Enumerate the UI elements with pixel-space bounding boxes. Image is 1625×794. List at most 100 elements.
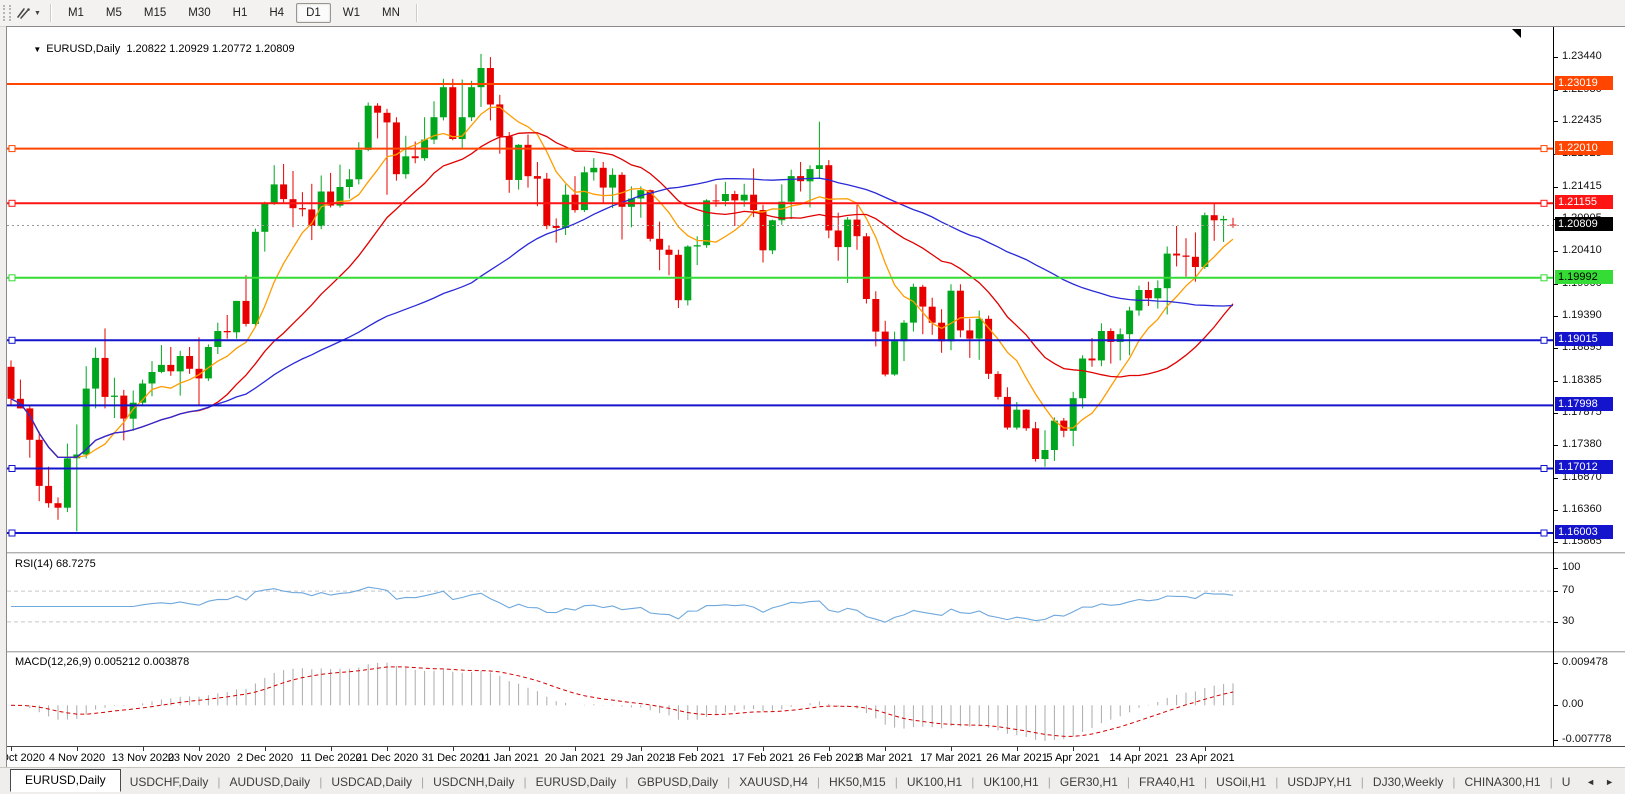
macd-scale[interactable]: 0.009478 0.00 -0.007778	[1554, 653, 1625, 746]
chart-tab-xauusd-h4[interactable]: XAUUSD,H4	[739, 774, 808, 789]
rsi-tick	[1554, 568, 1558, 569]
rsi-scale[interactable]: 100 70 30	[1554, 554, 1625, 651]
price-tick	[1554, 542, 1558, 543]
price-tick-label: 1.18385	[1562, 374, 1602, 386]
chart-ohlc-values: 1.20822 1.20929 1.20772 1.20809	[126, 43, 295, 55]
chart-tools-icon[interactable]	[15, 4, 33, 22]
date-tick-label: 11 Jan 2021	[479, 752, 539, 764]
timeframe-button-h4[interactable]: H4	[269, 7, 285, 19]
price-tick-label: 1.22435	[1562, 114, 1602, 126]
chart-tab-eurusd-daily[interactable]: EURUSD,Daily	[535, 774, 617, 789]
date-tick	[143, 747, 144, 751]
chart-tab-audusd-daily[interactable]: AUDUSD,Daily	[229, 774, 311, 789]
timeframe-toolbar: ▼ M1 M5 M15 M30 H1 H4 D1 W1 MN	[0, 0, 1625, 27]
toolbar-separator	[49, 4, 52, 22]
rsi-tick-label: 100	[1562, 561, 1581, 573]
date-tick	[885, 747, 886, 751]
tab-separator: |	[1204, 774, 1208, 789]
date-tick	[1205, 747, 1206, 751]
date-tick-label: 23 Nov 2020	[167, 752, 231, 764]
date-tick-label: 31 Dec 2020	[421, 752, 485, 764]
timeframe-button-m30[interactable]: M30	[188, 7, 211, 19]
date-tick-label: 8 Mar 2021	[857, 752, 913, 764]
macd-panel[interactable]	[7, 653, 1553, 746]
rsi-canvas[interactable]	[7, 554, 1553, 651]
date-tick	[575, 747, 576, 751]
date-tick	[1073, 747, 1074, 751]
timeframe-button-mn[interactable]: MN	[382, 7, 400, 19]
chart-window: ▼ EURUSD,Daily 1.20822 1.20929 1.20772 1.…	[6, 26, 1625, 768]
tab-separator: |	[816, 774, 821, 789]
date-tick	[509, 747, 510, 751]
price-tick-label: 1.20410	[1562, 244, 1602, 256]
tab-separator: |	[1275, 774, 1279, 789]
rsi-panel[interactable]	[7, 554, 1553, 651]
panel-splitter[interactable]	[7, 651, 1625, 653]
timeframe-button-m5[interactable]: M5	[105, 7, 122, 19]
price-tick	[1554, 121, 1558, 122]
timeframe-button-w1[interactable]: W1	[342, 7, 361, 19]
chart-tools-dropdown-caret[interactable]: ▼	[34, 9, 41, 17]
toolbar-grip[interactable]	[3, 5, 11, 21]
rsi-label: RSI(14) 68.7275	[15, 558, 96, 570]
chart-tab-usdcad-daily[interactable]: USDCAD,Daily	[331, 774, 412, 789]
main-chart-canvas[interactable]	[7, 27, 1553, 552]
price-tick-label: 1.17380	[1562, 438, 1602, 450]
main-chart-panel[interactable]	[7, 27, 1553, 552]
rsi-tick	[1554, 622, 1558, 623]
chart-tab-usdchf-daily[interactable]: USDCHF,Daily	[129, 774, 209, 789]
date-tick	[11, 747, 12, 751]
price-tick	[1554, 251, 1558, 252]
chart-tab-uk100-h1[interactable]: UK100,H1	[906, 774, 963, 789]
chart-tab-hk50-m15[interactable]: HK50,M15	[829, 774, 886, 789]
rsi-tick-label: 70	[1562, 584, 1575, 596]
price-tick	[1554, 187, 1558, 188]
tab-scroll-right-icon[interactable]: ►	[1605, 776, 1614, 787]
date-tick-label: 13 Nov 2020	[111, 752, 175, 764]
tab-separator: |	[971, 774, 975, 789]
timeframe-button-m15[interactable]: M15	[143, 7, 167, 19]
tab-separator: |	[217, 774, 221, 789]
timeframe-button-m1[interactable]: M1	[67, 7, 84, 19]
date-tick	[453, 747, 454, 751]
level-price-label: 1.21155	[1555, 195, 1613, 209]
panel-splitter[interactable]	[7, 552, 1625, 554]
timeframe-button-h1[interactable]: H1	[232, 7, 248, 19]
date-tick-label: 2 Dec 2020	[236, 752, 294, 764]
tab-scroll-left-icon[interactable]: ◄	[1586, 776, 1596, 787]
date-tick	[697, 747, 698, 751]
chart-tab-usdcnh-daily[interactable]: USDCNH,Daily	[433, 774, 515, 789]
date-tick	[77, 747, 78, 751]
chart-tab-dj30-weekly[interactable]: DJ30,Weekly	[1372, 774, 1444, 789]
chart-tab-eurusd-daily[interactable]: EURUSD,Daily	[10, 769, 121, 792]
chart-tab-gbpusd-daily[interactable]: GBPUSD,Daily	[637, 774, 719, 789]
date-tick	[331, 747, 332, 751]
macd-canvas[interactable]	[7, 653, 1553, 746]
chart-tab-usoil-h1[interactable]: USOil,H1	[1216, 774, 1267, 789]
tab-separator: |	[727, 774, 731, 789]
chart-tab-ger30-h1[interactable]: GER30,H1	[1059, 774, 1118, 789]
chart-tab-u[interactable]: U	[1561, 774, 1571, 789]
timeframe-buttons: M1 M5 M15 M30 H1 H4 D1 W1 MN	[57, 3, 411, 23]
price-tick	[1554, 316, 1558, 317]
price-tick	[1554, 445, 1558, 446]
date-tick	[1139, 747, 1140, 751]
tab-separator: |	[625, 774, 629, 789]
price-tick	[1554, 348, 1558, 349]
chart-shift-marker-icon[interactable]	[1512, 29, 1521, 38]
price-scale[interactable]: 1.234401.229301.224351.219251.214151.209…	[1554, 27, 1625, 552]
date-tick	[829, 747, 830, 751]
chart-title-caret-icon[interactable]: ▼	[33, 45, 42, 54]
chart-tab-usdjpy-h1[interactable]: USDJPY,H1	[1287, 774, 1352, 789]
date-tick-label: 21 Dec 2020	[355, 752, 419, 764]
macd-tick-label: 0.009478	[1562, 656, 1608, 668]
timeframe-button-d1[interactable]: D1	[296, 3, 331, 23]
chart-tab-fra40-h1[interactable]: FRA40,H1	[1139, 774, 1196, 789]
date-tick	[199, 747, 200, 751]
chart-tab-china300-h1[interactable]: CHINA300,H1	[1464, 774, 1541, 789]
tab-separator: |	[1452, 774, 1456, 789]
date-tick	[265, 747, 266, 751]
chart-tab-uk100-h1[interactable]: UK100,H1	[983, 774, 1039, 789]
